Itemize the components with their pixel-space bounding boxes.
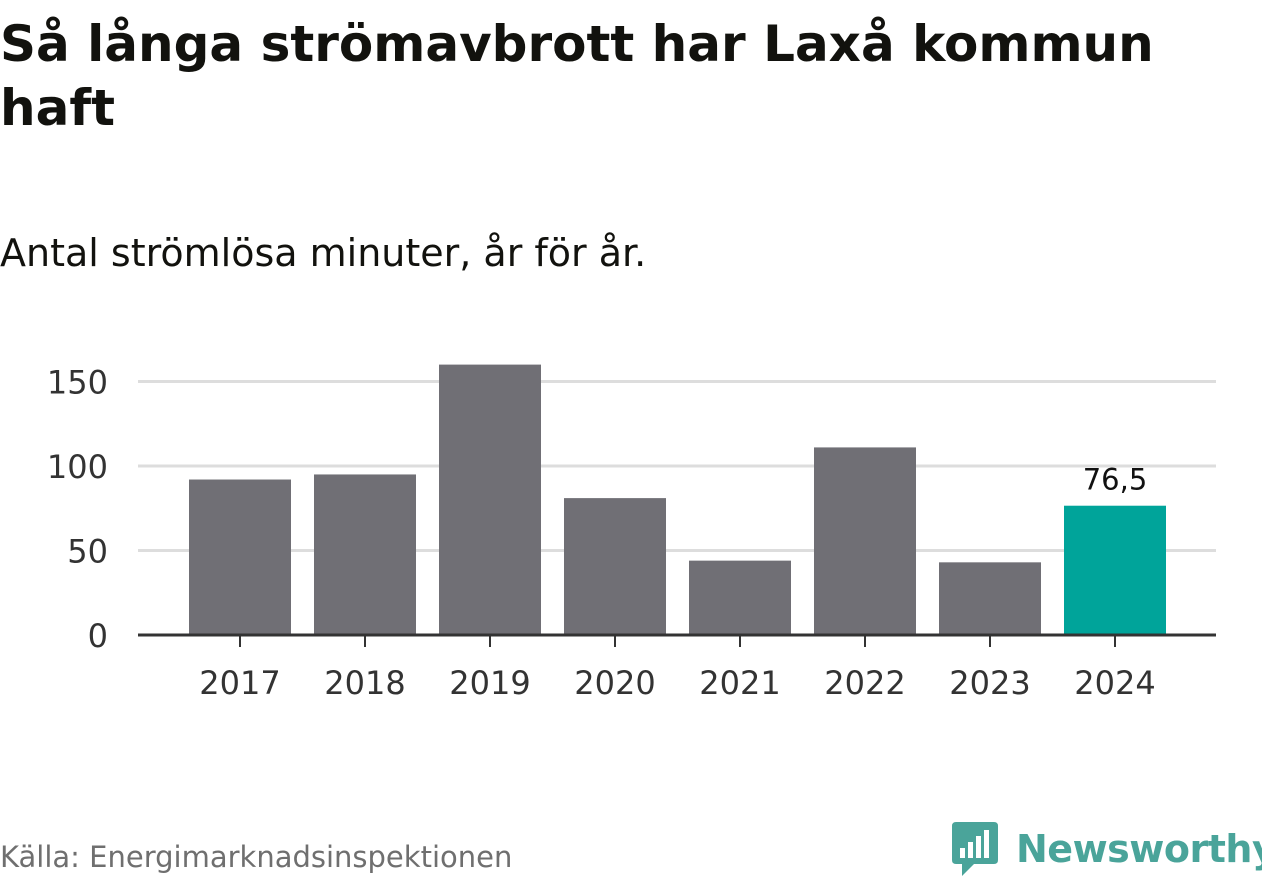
bar-2021 — [689, 560, 791, 635]
y-tick-label: 100 — [47, 448, 108, 486]
y-tick-label: 50 — [67, 533, 108, 571]
bar-2020 — [564, 498, 666, 635]
source-note: Källa: Energimarknadsinspektionen — [0, 840, 513, 874]
x-tick-label: 2019 — [449, 664, 530, 702]
bar-2018 — [314, 474, 416, 635]
x-tick-label: 2024 — [1074, 664, 1155, 702]
y-tick-label: 150 — [47, 364, 108, 402]
y-axis-ticks: 0 50 100 150 — [47, 364, 108, 656]
newsworthy-logo-icon — [952, 822, 998, 876]
bars — [189, 364, 1166, 635]
chart-title: Så långa strömavbrott har Laxå kommun ha… — [0, 15, 1154, 137]
x-tick-label: 2022 — [824, 664, 905, 702]
grid-lines — [138, 380, 1216, 552]
y-tick-label: 0 — [88, 617, 108, 655]
bar-2022 — [814, 447, 916, 635]
bar-2024 — [1064, 505, 1166, 635]
bar-2019 — [439, 364, 541, 635]
x-tick-label: 2020 — [574, 664, 655, 702]
brand-name: Newsworthy — [1016, 827, 1262, 871]
brand-logo: Newsworthy — [950, 818, 1262, 880]
x-tick-label: 2018 — [324, 664, 405, 702]
bar-2023 — [939, 562, 1041, 635]
data-label: 76,5 — [1083, 463, 1148, 497]
data-labels: 76,5 — [1083, 463, 1148, 497]
chart-subtitle: Antal strömlösa minuter, år för år. — [0, 231, 647, 275]
bar-2017 — [189, 479, 291, 635]
x-tick-label: 2017 — [199, 664, 280, 702]
x-axis-ticks: 2017 2018 2019 2020 2021 2022 2023 2024 — [199, 635, 1156, 702]
x-tick-label: 2021 — [699, 664, 780, 702]
x-tick-label: 2023 — [949, 664, 1030, 702]
